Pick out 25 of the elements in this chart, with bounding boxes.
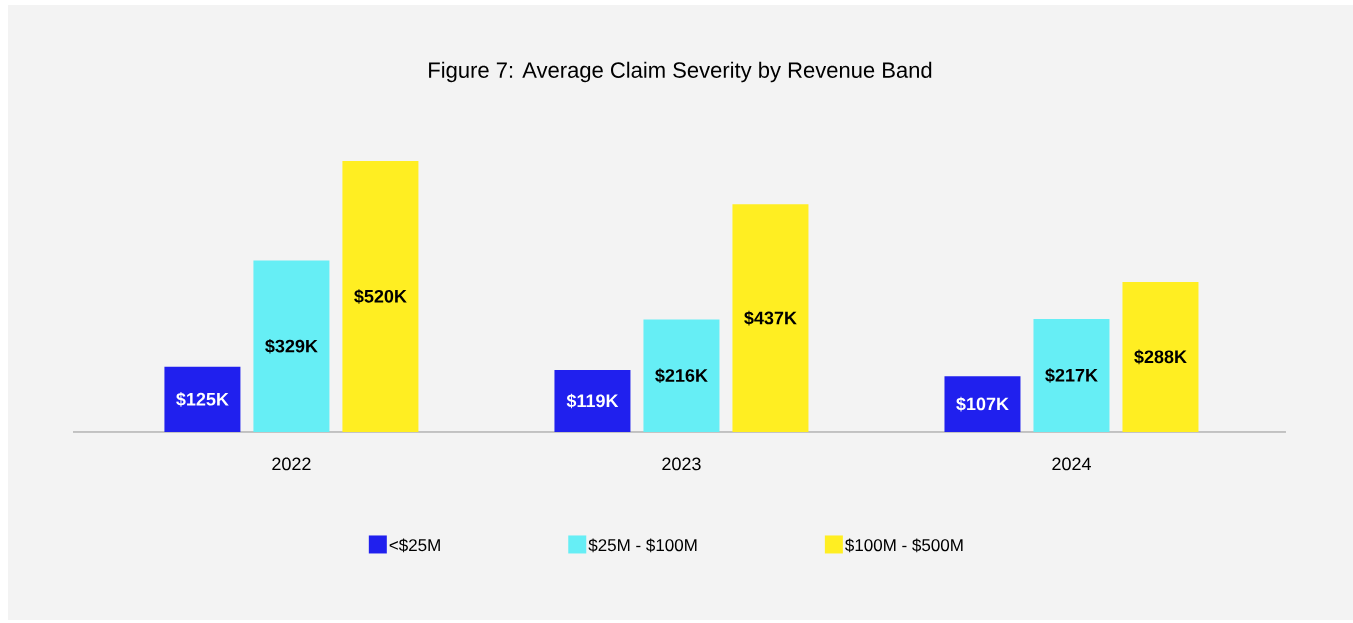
- data-label: $217K: [1045, 368, 1098, 383]
- data-label: $288K: [1134, 349, 1187, 365]
- bar: [643, 319, 720, 432]
- bar: [164, 366, 241, 432]
- data-label: $437K: [744, 310, 797, 326]
- bar: [732, 204, 809, 432]
- legend-label: $100M - $500M: [845, 538, 963, 553]
- data-label: $125K: [176, 392, 229, 407]
- legend-label: <$25M: [389, 538, 440, 553]
- bar: [253, 260, 330, 432]
- x-tick-label: 2022: [272, 457, 311, 471]
- data-label: $520K: [354, 289, 407, 304]
- legend-label: $25M - $100M: [588, 538, 697, 553]
- data-label: $107K: [956, 396, 1009, 412]
- chart-title: Figure 7: Average Claim Severity by Revenue Band: [429, 61, 932, 83]
- bar: [554, 369, 631, 432]
- x-tick-label: 2023: [662, 457, 701, 471]
- bar: [1033, 318, 1110, 432]
- bar: [342, 160, 419, 432]
- data-label: $329K: [265, 338, 318, 354]
- x-tick-label: 2024: [1052, 457, 1091, 471]
- bar: [944, 376, 1021, 432]
- data-label: $216K: [655, 368, 708, 384]
- bar: [1122, 281, 1199, 432]
- data-label: $119K: [566, 393, 619, 409]
